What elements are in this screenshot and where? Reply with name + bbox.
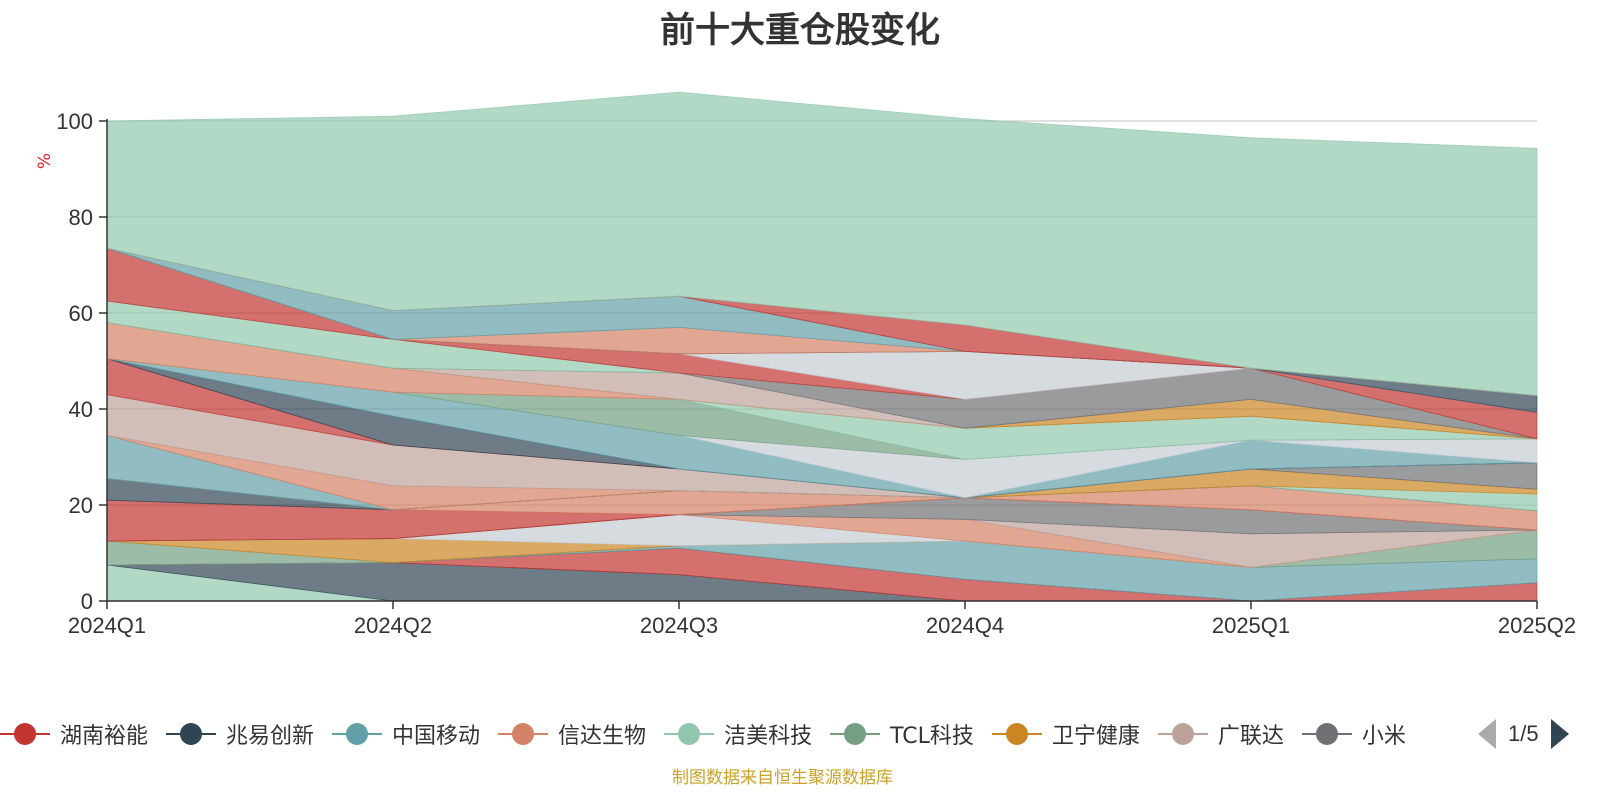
legend-marker-icon (830, 722, 881, 746)
x-tick-label: 2024Q3 (640, 613, 718, 638)
legend-label: 广联达 (1217, 724, 1284, 749)
legend-item[interactable]: TCL科技 (830, 714, 974, 754)
legend-marker-icon (664, 722, 715, 746)
x-tick-label: 2024Q2 (354, 613, 432, 638)
legend-marker-icon (1301, 722, 1352, 746)
y-tick-label: 40 (69, 397, 93, 422)
legend-item[interactable]: 兆易创新 (166, 714, 314, 754)
source-note: 制图数据来自恒生聚源数据库 (672, 768, 893, 788)
x-tick-label: 2024Q4 (926, 613, 1004, 638)
x-tick-label: 2024Q1 (68, 613, 146, 638)
legend-marker-icon (166, 722, 217, 746)
legend-prev-page-button[interactable] (1478, 719, 1496, 749)
legend: 湖南裕能 兆易创新 中国移动 信达生物 洁美科技 TCL科技 卫宁健康 广联达 小米 (0, 714, 1480, 754)
legend-label: 中国移动 (392, 724, 481, 749)
legend-label: 兆易创新 (226, 724, 315, 749)
y-tick-label: 20 (69, 493, 93, 518)
legend-label: TCL科技 (890, 724, 974, 749)
legend-marker-icon (498, 722, 549, 746)
legend-item[interactable]: 中国移动 (332, 714, 480, 754)
y-axis-unit: % (35, 153, 55, 169)
area-band (106, 91, 1538, 397)
legend-item[interactable]: 信达生物 (498, 714, 646, 754)
legend-label: 信达生物 (558, 724, 647, 749)
legend-label: 洁美科技 (724, 724, 813, 749)
chart-title: 前十大重仓股变化 (659, 11, 940, 51)
legend-marker-icon (0, 722, 50, 746)
legend-label: 卫宁健康 (1051, 724, 1140, 749)
legend-label: 小米 (1361, 724, 1406, 749)
legend-item[interactable]: 卫宁健康 (991, 714, 1140, 754)
legend-next-page-button[interactable] (1550, 719, 1569, 749)
legend-page-indicator: 1/5 (1508, 721, 1539, 746)
legend-label: 湖南裕能 (60, 724, 149, 749)
y-tick-label: 60 (69, 301, 93, 326)
legend-marker-icon (991, 722, 1042, 746)
y-tick-label: 0 (81, 589, 93, 614)
legend-marker-icon (1157, 722, 1208, 746)
y-tick-label: 100 (56, 109, 93, 134)
x-tick-label: 2025Q1 (1212, 613, 1290, 638)
legend-item[interactable]: 广联达 (1157, 714, 1284, 754)
x-tick-label: 2025Q2 (1498, 613, 1576, 638)
legend-item[interactable]: 小米 (1301, 714, 1406, 754)
legend-item[interactable]: 湖南裕能 (0, 714, 148, 754)
legend-item[interactable]: 洁美科技 (664, 714, 812, 754)
legend-pager: 1/5 (1478, 718, 1569, 750)
y-tick-label: 80 (69, 205, 93, 230)
legend-marker-icon (332, 722, 383, 746)
